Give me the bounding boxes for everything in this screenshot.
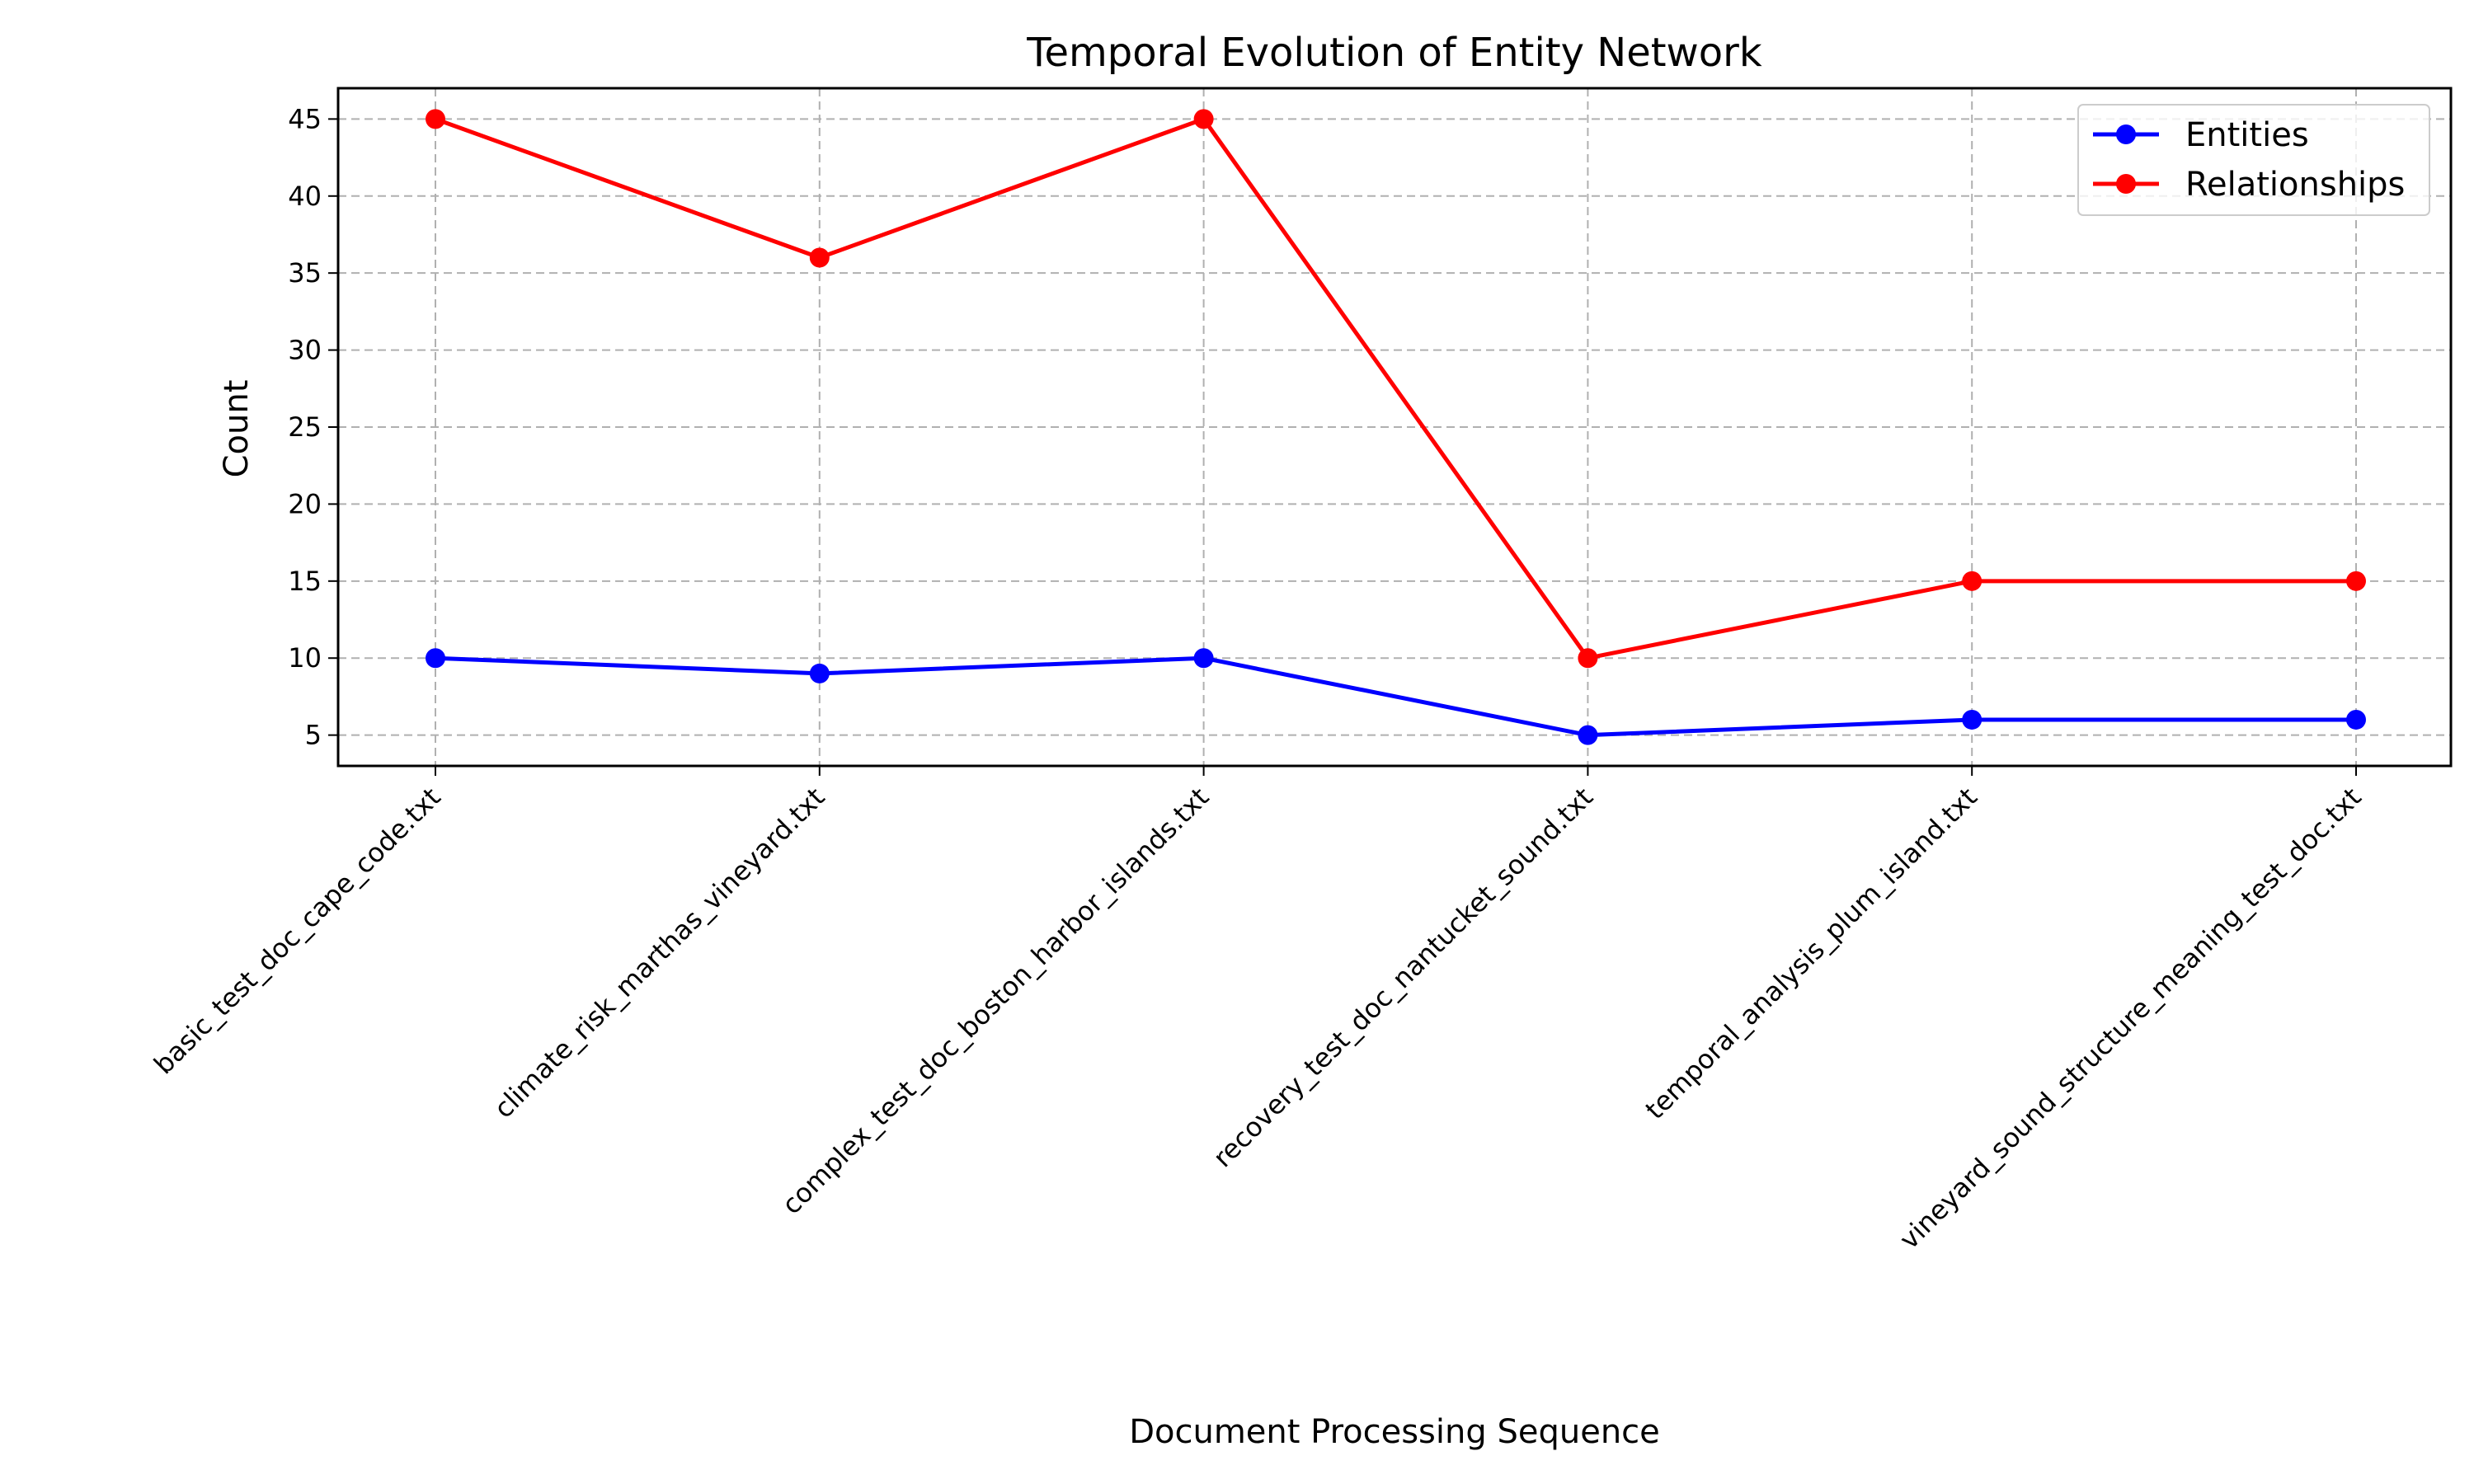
legend-label-entities: Entities: [2185, 116, 2309, 154]
data-point-relationships: [1578, 648, 1598, 669]
y-tick-label: 45: [288, 103, 322, 134]
data-point-relationships: [426, 109, 445, 129]
y-tick-label: 5: [305, 720, 322, 751]
data-point-relationships: [1193, 109, 1214, 129]
series-line-relationships: [435, 116, 2356, 660]
legend-marker-entities: [2116, 124, 2136, 144]
data-point-entities: [2346, 709, 2366, 730]
legend-marker-relationships: [2116, 174, 2136, 194]
x-axis-title: Document Processing Sequence: [1129, 1413, 1660, 1451]
legend-label-relationships: Relationships: [2185, 166, 2405, 204]
data-point-relationships: [809, 247, 830, 268]
y-tick-label: 40: [288, 181, 322, 212]
series-group: [426, 109, 2366, 745]
data-point-relationships: [1962, 571, 1982, 591]
y-tick-label: 25: [288, 411, 322, 443]
y-axis-title: Count: [218, 380, 256, 478]
data-point-entities: [809, 663, 830, 683]
chart-title: Temporal Evolution of Entity Network: [1026, 30, 1762, 76]
y-tick-label: 20: [288, 488, 322, 519]
y-tick-label: 35: [288, 257, 322, 289]
data-point-entities: [1193, 648, 1214, 669]
data-point-entities: [1962, 709, 1982, 730]
y-tick-label: 15: [288, 566, 322, 597]
series-line-entities: [435, 655, 2356, 738]
legend-box: [2077, 104, 2430, 216]
legend: Entities Relationships: [2077, 104, 2430, 216]
data-point-relationships: [2346, 571, 2366, 591]
y-tick-label: 10: [288, 642, 322, 674]
data-point-entities: [426, 648, 445, 669]
data-point-entities: [1578, 725, 1598, 745]
y-tick-label: 30: [288, 335, 322, 366]
